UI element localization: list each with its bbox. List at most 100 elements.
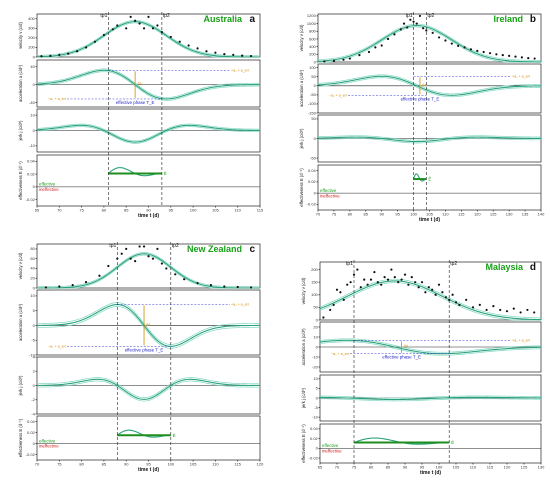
velocity-frame: [319, 261, 542, 321]
effectiveness-ytick-label: 0: [33, 441, 36, 446]
acceleration-frame: [36, 289, 261, 356]
acceleration-ytick-label: 0: [33, 82, 36, 87]
acceleration-ylabel: acceleration a (c/d²): [18, 64, 23, 102]
xtick-label: 70: [316, 212, 321, 217]
velocity-data-point: [369, 278, 373, 281]
acceleration-ytick-label: -10: [29, 352, 36, 357]
effectiveness-frame: [317, 164, 542, 211]
velocity-data-point: [359, 286, 362, 289]
velocity-ytick-label: 0: [314, 59, 317, 64]
velocity-data-point: [526, 308, 529, 312]
velocity-ytick-label: 60: [30, 256, 35, 261]
velocity-ytick-label: 0: [33, 285, 36, 290]
effectiveness-ytick-label: 0.02: [308, 179, 317, 184]
jerk-ytick-label: 0: [314, 136, 317, 141]
jerk-ylabel: jerk j (c/d³): [18, 375, 23, 396]
velocity-data-point: [160, 262, 163, 265]
velocity-ytick-label: 0: [316, 317, 319, 322]
velocity-ytick-label: 400: [28, 16, 35, 21]
velocity-data-point: [249, 286, 253, 289]
effective-region-label: effective: [39, 438, 56, 443]
panel-letter: d: [530, 262, 536, 273]
velocity-data-point: [76, 50, 79, 53]
velocity-data-point: [527, 57, 530, 60]
velocity-data-point: [232, 53, 235, 56]
acceleration-ytick-label: 100: [309, 65, 316, 70]
effective-region-label: effective: [320, 188, 337, 193]
velocity-data-point: [174, 273, 177, 276]
velocity-band-upper: [317, 23, 542, 61]
velocity-ytick-label: 1000: [307, 21, 317, 26]
velocity-data-point: [332, 59, 336, 62]
acceleration-fit-line: [36, 304, 260, 347]
xtick-label: 90: [124, 462, 129, 467]
velocity-ytick-label: 50: [313, 305, 318, 310]
velocity-data-point: [410, 276, 413, 279]
velocity-data-point: [469, 48, 473, 51]
xtick-label: 95: [420, 465, 425, 470]
mean-effectiveness-label: Ē: [173, 433, 176, 438]
velocity-data-point: [342, 298, 345, 301]
effective-region-label: effective: [322, 443, 339, 448]
velocity-data-point: [444, 39, 447, 42]
jerk-subplot: -10 0 10 jerk j (c/d³): [18, 108, 261, 153]
effectiveness-ytick-label: 0: [314, 190, 317, 195]
velocity-data-point: [178, 40, 181, 43]
velocity-data-point: [397, 281, 400, 284]
velocity-data-point: [58, 53, 61, 56]
velocity-band-lower: [319, 282, 541, 321]
effectiveness-ytick-label: -0.02: [309, 455, 319, 460]
acceleration-ytick-label: -5: [31, 338, 35, 343]
velocity-band-upper: [37, 252, 260, 288]
xtick-label: 75: [79, 208, 84, 213]
effectiveness-ytick-label: 0.04: [27, 419, 36, 424]
effective-phase-label: effective phase T_E: [382, 355, 421, 360]
delta-a-label: Δa: [422, 83, 426, 87]
velocity-data-point: [142, 245, 146, 248]
xtick-label: 135: [522, 212, 529, 217]
acceleration-band-lower: [319, 341, 542, 356]
acceleration-ylabel: acceleration a (c/d²): [18, 303, 23, 341]
tp1-label: tp1: [346, 261, 353, 267]
upper-threshold-label: +a₀ + a_err: [512, 74, 531, 78]
velocity-ytick-label: 0: [33, 54, 36, 59]
velocity-data-point: [403, 273, 407, 276]
jerk-subplot: -4 -2 0 2 4 jerk j (c/d³): [18, 354, 261, 416]
acceleration-ytick-label: -40: [29, 100, 36, 105]
xtick-label: 75: [352, 465, 357, 470]
velocity-data-point: [420, 281, 424, 284]
velocity-data-point: [120, 252, 123, 255]
effectiveness-ylabel: effectiveness E (d⁻¹): [301, 424, 306, 463]
velocity-subplot: 0 50 100 150 200 velocity v (c/d): [301, 261, 542, 322]
velocity-data-point: [437, 283, 441, 286]
velocity-data-point: [399, 28, 402, 31]
velocity-data-point: [93, 40, 97, 43]
velocity-ytick-label: 40: [30, 266, 35, 271]
xtick-label: 70: [335, 465, 340, 470]
jerk-ytick-label: -4: [31, 411, 35, 416]
effectiveness-ytick-label: 0: [33, 184, 36, 189]
velocity-fit-line: [37, 253, 260, 289]
jerk-fit-line: [317, 136, 542, 143]
velocity-data-point: [463, 46, 466, 49]
effective-phase-label: effective phase T_E: [116, 100, 155, 105]
velocity-data-point: [349, 281, 352, 284]
velocity-data-point: [147, 15, 150, 18]
panel-letter: c: [249, 244, 255, 255]
country-title: New Zealand: [187, 244, 242, 254]
country-title: Ireland: [493, 14, 523, 24]
velocity-data-point: [107, 264, 110, 268]
velocity-data-point: [71, 283, 74, 287]
velocity-data-point: [514, 55, 517, 58]
effectiveness-ytick-label: 0.02: [27, 171, 36, 176]
effectiveness-ytick-label: 0.04: [27, 159, 36, 164]
mean-effectiveness-label: Ē: [451, 440, 454, 445]
effectiveness-subplot: -0.02 0 0.02 0.04 effectiveness E (d⁻¹) Ēeffe…: [299, 164, 542, 211]
velocity-data-point: [156, 24, 159, 27]
velocity-data-point: [209, 283, 213, 287]
acceleration-band-upper: [319, 338, 542, 353]
